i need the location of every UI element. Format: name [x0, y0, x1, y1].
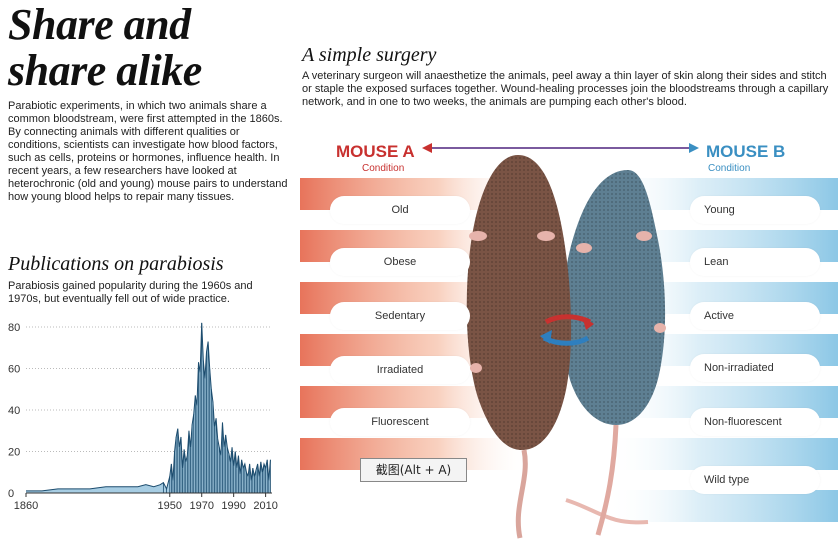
mouse-b-label: MOUSE B: [706, 142, 786, 161]
condition-a-old: Old: [330, 196, 470, 224]
blood-exchange-arrows: [540, 314, 594, 346]
condition-b-wild-type: Wild type: [690, 466, 820, 494]
surgery-heading: A simple surgery: [302, 44, 437, 66]
y-tick-label: 0: [8, 488, 14, 500]
mouse-a-condition-label: Condition: [362, 163, 405, 174]
mouse-b-illustration: [562, 170, 666, 536]
mouse-b-condition-label: Condition: [708, 163, 751, 174]
condition-a-fluorescent: Fluorescent: [330, 408, 470, 436]
x-tick-label: 1970: [189, 500, 213, 512]
main-title: Share and share alike: [8, 2, 288, 94]
condition-b-non-fluorescent: Non-fluorescent: [690, 408, 820, 436]
exchange-arrow-line: [422, 143, 699, 153]
condition-a-irradiated: Irradiated: [330, 356, 470, 384]
y-tick-label: 60: [8, 364, 20, 376]
condition-b-lean: Lean: [690, 248, 820, 276]
y-tick-label: 20: [8, 447, 20, 459]
condition-a-obese: Obese: [330, 248, 470, 276]
mouse-a-illustration: [466, 155, 572, 539]
publications-heading: Publications on parabiosis: [8, 253, 224, 275]
y-tick-label: 40: [8, 405, 20, 417]
x-tick-label: 1860: [14, 500, 38, 512]
x-tick-label: 2010: [253, 500, 277, 512]
condition-b-young: Young: [690, 196, 820, 224]
screenshot-tool-button[interactable]: 截图(Alt + A): [360, 458, 467, 482]
condition-b-active: Active: [690, 302, 820, 330]
y-tick-label: 80: [8, 322, 20, 334]
surgery-text: A veterinary surgeon will anaesthetize t…: [302, 70, 829, 108]
intro-paragraph: Parabiotic experiments, in which two ani…: [8, 100, 288, 203]
mouse-a-label: MOUSE A: [336, 142, 415, 161]
condition-a-sedentary: Sedentary: [330, 302, 470, 330]
main-title-line-2: share alike: [8, 46, 202, 95]
x-tick-label: 1950: [158, 500, 182, 512]
publications-chart: 0 20 40 60 80 1860 1950 1970 1990 2010: [8, 322, 278, 512]
main-title-line-1: Share and: [8, 0, 191, 49]
condition-b-non-irradiated: Non-irradiated: [690, 354, 820, 382]
publications-line: [26, 322, 271, 492]
x-tick-label: 1990: [221, 500, 245, 512]
publications-subtext: Parabiosis gained popularity during the …: [8, 280, 253, 305]
